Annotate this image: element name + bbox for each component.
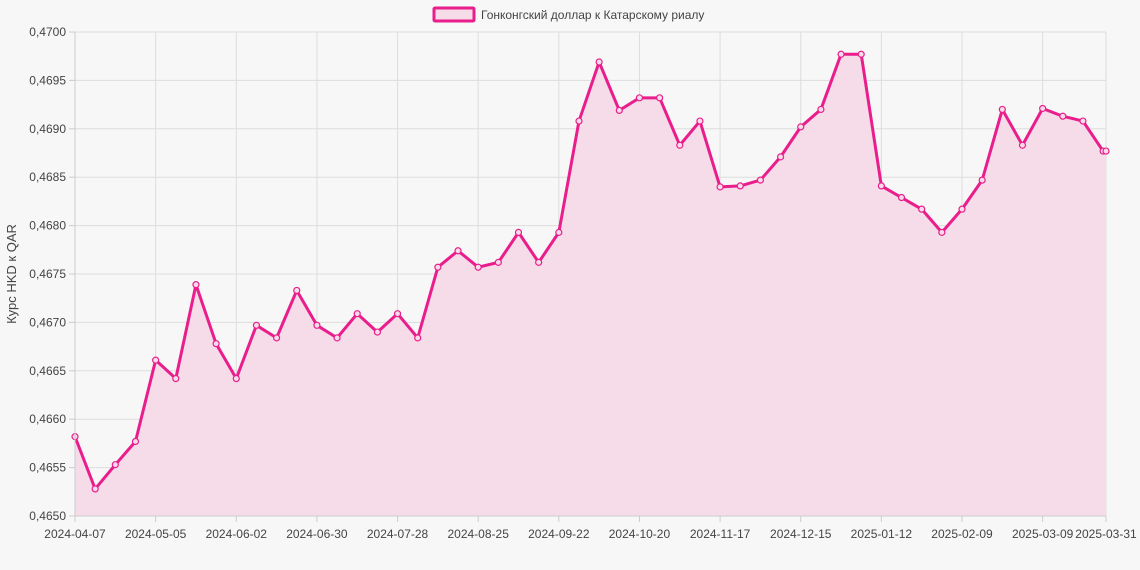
data-point[interactable] <box>776 153 785 161</box>
x-tick-label: 2025-02-09 <box>931 527 993 541</box>
data-point[interactable] <box>575 117 583 125</box>
data-point[interactable] <box>172 374 180 383</box>
data-point[interactable] <box>676 141 684 149</box>
data-point[interactable] <box>494 258 502 266</box>
y-tick-label: 0,4650 <box>29 509 66 523</box>
x-tick-label: 2024-08-25 <box>447 527 509 541</box>
data-point[interactable] <box>958 205 966 213</box>
data-point[interactable] <box>1059 112 1067 120</box>
y-tick-label: 0,4670 <box>29 315 66 329</box>
y-tick-label: 0,4680 <box>29 219 66 233</box>
data-point[interactable] <box>514 228 523 236</box>
legend[interactable]: Гонконгский доллар к Катарскому риалу <box>432 6 704 23</box>
x-tick-label: 2024-06-02 <box>206 527 268 541</box>
data-point[interactable] <box>1039 104 1047 113</box>
y-tick-label: 0,4665 <box>29 364 66 378</box>
data-point[interactable] <box>837 50 845 58</box>
y-tick-label: 0,4690 <box>29 122 66 136</box>
data-point[interactable] <box>817 105 825 114</box>
data-point[interactable] <box>131 437 140 446</box>
x-tick-label: 2024-04-07 <box>44 527 106 541</box>
data-point[interactable] <box>736 182 744 190</box>
legend-label[interactable]: Гонконгский доллар к Катарскому риалу <box>481 8 704 22</box>
data-point[interactable] <box>998 105 1006 114</box>
data-point[interactable] <box>877 182 885 190</box>
data-point[interactable] <box>313 321 321 329</box>
series-points-layer <box>71 50 1110 493</box>
data-point[interactable] <box>454 247 462 255</box>
data-point[interactable] <box>1102 147 1110 155</box>
data-point[interactable] <box>938 228 946 236</box>
data-point[interactable] <box>152 356 160 364</box>
data-point[interactable] <box>635 94 644 102</box>
data-point[interactable] <box>696 117 704 125</box>
data-point[interactable] <box>656 94 664 102</box>
data-point[interactable] <box>756 176 765 184</box>
data-point[interactable] <box>111 461 119 469</box>
legend-swatch[interactable] <box>432 6 476 23</box>
data-point[interactable] <box>797 123 805 131</box>
data-point[interactable] <box>373 328 381 336</box>
series-area <box>75 54 1106 516</box>
y-tick-label: 0,4695 <box>29 73 66 87</box>
series-area-layer <box>75 54 1106 516</box>
x-tick-label: 2024-11-17 <box>690 527 751 541</box>
data-point[interactable] <box>716 183 724 191</box>
data-point[interactable] <box>293 286 301 295</box>
x-tick-label: 2024-07-28 <box>367 527 429 541</box>
x-tick-label: 2025-03-31 <box>1075 527 1137 541</box>
x-tick-label: 2024-05-05 <box>125 527 187 541</box>
data-point[interactable] <box>918 205 926 213</box>
y-tick-label: 0,4685 <box>29 170 66 184</box>
y-tick-label: 0,4700 <box>29 25 66 39</box>
data-point[interactable] <box>232 374 240 383</box>
data-point[interactable] <box>857 50 865 58</box>
x-tick-label: 2024-12-15 <box>770 527 832 541</box>
data-point[interactable] <box>1079 117 1087 125</box>
data-point[interactable] <box>535 258 543 266</box>
data-point[interactable] <box>212 340 220 348</box>
x-tick-label: 2025-01-12 <box>851 527 913 541</box>
data-point[interactable] <box>1018 141 1027 149</box>
data-point[interactable] <box>595 58 603 66</box>
data-point[interactable] <box>333 334 341 342</box>
data-point[interactable] <box>393 310 402 318</box>
data-point[interactable] <box>615 106 623 115</box>
data-point[interactable] <box>353 310 361 318</box>
x-tick-label: 2025-03-09 <box>1012 527 1074 541</box>
x-tick-label: 2024-09-22 <box>528 527 590 541</box>
x-axis: 2024-04-07 2024-05-05 2024-06-02 2024-06-30… <box>44 515 1137 541</box>
y-tick-label: 0,4660 <box>29 412 66 426</box>
data-point[interactable] <box>252 321 261 329</box>
data-point[interactable] <box>91 485 99 493</box>
x-tick-label: 2024-06-30 <box>286 527 348 541</box>
y-tick-label: 0,4675 <box>29 267 66 281</box>
data-point[interactable] <box>555 228 563 236</box>
data-point[interactable] <box>272 334 281 342</box>
data-point[interactable] <box>192 281 200 289</box>
y-axis: 0,4650 0,4655 0,4660 0,4665 0,4670 0,4675 0,46… <box>29 25 76 523</box>
data-point[interactable] <box>434 263 442 271</box>
data-point[interactable] <box>474 263 482 271</box>
y-axis-title: Курс HKD к QAR <box>4 224 19 324</box>
x-tick-label: 2024-10-20 <box>609 527 671 541</box>
data-point[interactable] <box>978 176 986 184</box>
data-point[interactable] <box>414 334 422 342</box>
data-point[interactable] <box>897 193 906 202</box>
y-tick-label: 0,4655 <box>29 461 66 475</box>
